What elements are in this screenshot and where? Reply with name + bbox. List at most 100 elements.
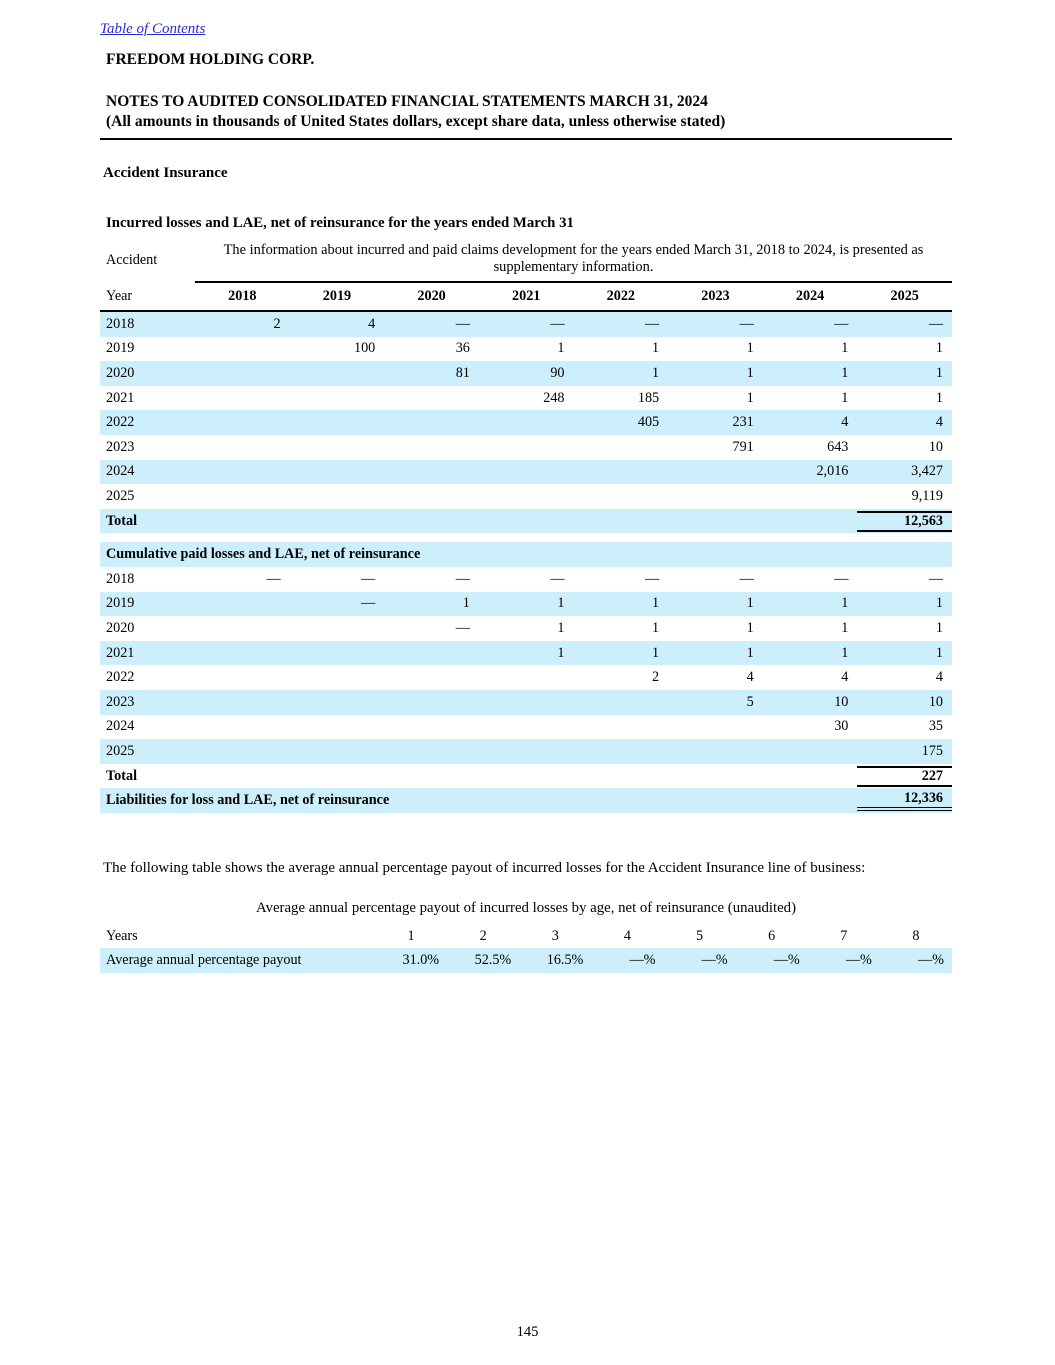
paid-row: 2022 2 4 4 4 bbox=[100, 665, 952, 690]
payout-paragraph: The following table shows the average an… bbox=[103, 859, 866, 876]
paid-total-row: Total 227 bbox=[100, 764, 952, 789]
supplementary-note: The information about incurred and paid … bbox=[195, 239, 952, 284]
paid-row: 2024 30 35 bbox=[100, 715, 952, 740]
document-subtitle: (All amounts in thousands of United Stat… bbox=[106, 113, 726, 131]
value-cell: — bbox=[644, 570, 660, 587]
claims-table-title: Incurred losses and LAE, net of reinsura… bbox=[106, 214, 574, 231]
value-cell: 2 bbox=[273, 315, 281, 332]
value-cell: 1 bbox=[841, 389, 849, 406]
incurred-row: 2018 2 4 — — — — — — bbox=[100, 312, 952, 337]
value-cell: 5 bbox=[746, 693, 754, 710]
value-cell: 4 bbox=[935, 669, 943, 686]
payout-value-cell: 31.0% bbox=[402, 952, 440, 969]
value-cell: 1 bbox=[841, 644, 849, 661]
year-column-header: 2025 bbox=[890, 288, 919, 305]
liabilities-total-row: Liabilities for loss and LAE, net of rei… bbox=[100, 788, 952, 813]
value-cell: 1 bbox=[935, 340, 943, 357]
paid-section-header: Cumulative paid losses and LAE, net of r… bbox=[100, 542, 952, 567]
value-cell: 1 bbox=[557, 595, 565, 612]
paid-section-title: Cumulative paid losses and LAE, net of r… bbox=[106, 546, 421, 563]
year-column-header: 2018 bbox=[228, 288, 257, 305]
section-heading: Accident Insurance bbox=[103, 164, 228, 181]
value-cell: — bbox=[455, 315, 470, 332]
incurred-row: 2025 9,119 bbox=[100, 484, 952, 509]
total-row: Total 12,563 bbox=[100, 508, 952, 534]
table-of-contents-link[interactable]: Table of Contents bbox=[100, 21, 206, 37]
value-cell: — bbox=[834, 315, 849, 332]
value-cell: 1 bbox=[652, 595, 660, 612]
row-label: 2024 bbox=[106, 718, 135, 735]
page-content: Table of Contents FREEDOM HOLDING CORP. … bbox=[100, 0, 952, 974]
value-cell: 1 bbox=[746, 595, 754, 612]
paid-row: 2019 — 1 1 1 1 1 1 bbox=[100, 591, 952, 617]
value-cell: — bbox=[928, 315, 943, 332]
row-label: 2023 bbox=[106, 438, 135, 455]
row-label: 2021 bbox=[106, 644, 135, 661]
value-cell: 405 bbox=[637, 414, 660, 431]
value-cell: 1 bbox=[935, 595, 943, 612]
age-column-header: 7 bbox=[840, 927, 848, 944]
paid-row: 2025 175 bbox=[100, 739, 952, 764]
value-cell: 10 bbox=[928, 693, 943, 710]
year-column-header: 2019 bbox=[322, 288, 352, 305]
value-cell: 1 bbox=[746, 389, 754, 406]
value-cell: 3,427 bbox=[911, 463, 943, 480]
value-cell: — bbox=[361, 570, 376, 587]
payout-table-caption: Average annual percentage payout of incu… bbox=[256, 899, 796, 916]
value-cell: 81 bbox=[455, 365, 470, 382]
payout-value-cell: —% bbox=[629, 952, 656, 969]
value-cell: 100 bbox=[353, 340, 376, 357]
incurred-row: 2023 791 643 10 bbox=[100, 435, 952, 460]
incurred-total-row: Total 12,563 bbox=[100, 508, 952, 534]
payout-table: Years 1 2 3 4 5 6 7 8 Average annual percentage … bbox=[100, 924, 952, 974]
document-title-block: NOTES TO AUDITED CONSOLIDATED FINANCIAL … bbox=[100, 92, 952, 133]
row-label: 2025 bbox=[106, 487, 135, 504]
year-column-header: 2023 bbox=[701, 288, 730, 305]
company-name: FREEDOM HOLDING CORP. bbox=[106, 51, 315, 68]
payout-value-cell: —% bbox=[773, 952, 800, 969]
value-cell: 1 bbox=[746, 619, 754, 636]
age-column-header: 8 bbox=[912, 927, 920, 944]
value-cell: 10 bbox=[834, 693, 849, 710]
year-column-header: 2024 bbox=[795, 288, 825, 305]
value-cell: 1 bbox=[746, 644, 754, 661]
paid-row: 2018 — — — — — — — — bbox=[100, 567, 952, 592]
value-cell: 4 bbox=[746, 669, 754, 686]
value-cell: 36 bbox=[455, 340, 470, 357]
row-label: 2019 bbox=[106, 340, 135, 357]
value-cell: — bbox=[644, 315, 660, 332]
value-cell: — bbox=[739, 570, 754, 587]
liabilities-value: 12,336 bbox=[857, 790, 952, 812]
value-cell: — bbox=[550, 315, 565, 332]
value-cell: 1 bbox=[652, 365, 660, 382]
year-column-header: 2020 bbox=[417, 288, 446, 305]
value-cell: 1 bbox=[652, 644, 660, 661]
row-label: 2018 bbox=[106, 570, 135, 587]
payout-data-row: Average annual percentage payout 31.0% 52.… bbox=[100, 948, 952, 974]
incurred-row: 2022 405 231 4 4 bbox=[100, 410, 952, 435]
payout-value-cell: —% bbox=[845, 952, 872, 969]
value-cell: 1 bbox=[935, 365, 943, 382]
age-column-header: 1 bbox=[407, 927, 415, 944]
value-cell: 1 bbox=[462, 595, 470, 612]
year-header-row: Year 2018 2019 2020 2021 2022 2023 2024 2025 bbox=[100, 283, 952, 313]
paid-section-bar: Cumulative paid losses and LAE, net of r… bbox=[100, 542, 952, 567]
value-cell: 1 bbox=[557, 619, 565, 636]
value-cell: — bbox=[361, 595, 376, 612]
value-cell: 1 bbox=[841, 340, 849, 357]
value-cell: 185 bbox=[637, 389, 660, 406]
age-column-header: 3 bbox=[551, 927, 559, 944]
payout-value-cell: 52.5% bbox=[474, 952, 512, 969]
row-label: 2022 bbox=[106, 414, 135, 431]
value-cell: — bbox=[455, 619, 470, 636]
value-cell: — bbox=[550, 570, 565, 587]
row-label: 2021 bbox=[106, 389, 135, 406]
value-cell: 643 bbox=[827, 438, 849, 455]
value-cell: — bbox=[928, 570, 943, 587]
value-cell: 1 bbox=[652, 340, 660, 357]
value-cell: 90 bbox=[550, 365, 565, 382]
paid-losses-rows: 2018 — — — — — — — — 2019 — 1 1 1 1 1 1 2020 — 1 1 1 1 1 2021 1 1 1… bbox=[100, 567, 952, 764]
value-cell: 12,563 bbox=[857, 510, 952, 532]
row-label: 2024 bbox=[106, 463, 135, 480]
value-cell: 2 bbox=[652, 669, 660, 686]
